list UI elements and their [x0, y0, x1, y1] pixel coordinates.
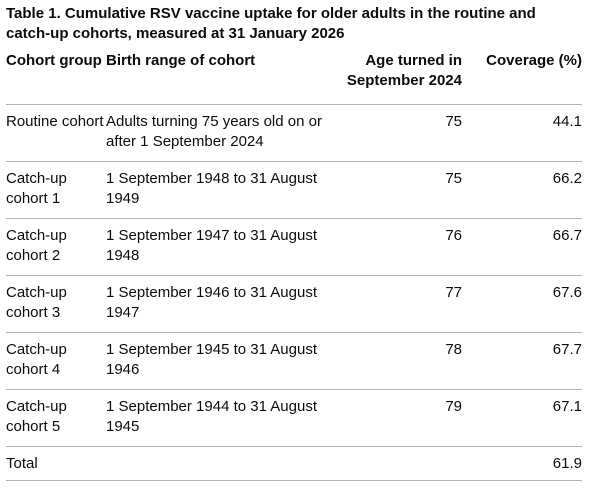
cell-birth-range: 1 September 1948 to 31 August 1949 — [106, 161, 346, 219]
header-birth-range: Birth range of cohort — [106, 50, 346, 105]
table-row: Catch-up cohort 1 1 September 1948 to 31… — [6, 161, 582, 219]
total-empty-cell — [346, 446, 486, 481]
cell-coverage: 67.7 — [486, 332, 582, 390]
cell-cohort: Catch-up cohort 2 — [6, 218, 106, 276]
total-empty-cell — [106, 446, 346, 481]
cell-coverage: 67.1 — [486, 389, 582, 447]
cell-age: 77 — [346, 275, 486, 333]
total-label: Total — [6, 446, 106, 481]
rsv-uptake-table: Cohort group Birth range of cohort Age t… — [6, 50, 582, 481]
cell-coverage: 67.6 — [486, 275, 582, 333]
cell-cohort: Catch-up cohort 4 — [6, 332, 106, 390]
cell-cohort: Catch-up cohort 3 — [6, 275, 106, 333]
cell-cohort: Catch-up cohort 5 — [6, 389, 106, 447]
cell-birth-range: 1 September 1947 to 31 August 1948 — [106, 218, 346, 276]
content: Table 1. Cumulative RSV vaccine uptake f… — [6, 5, 582, 481]
total-coverage: 61.9 — [486, 446, 582, 481]
cell-birth-range: 1 September 1944 to 31 August 1945 — [106, 389, 346, 447]
table-caption: Table 1. Cumulative RSV vaccine uptake f… — [6, 5, 536, 42]
total-row: Total 61.9 — [6, 446, 582, 481]
cell-birth-range: 1 September 1946 to 31 August 1947 — [106, 275, 346, 333]
cell-birth-range: Adults turning 75 years old on or after … — [106, 104, 346, 162]
cell-age: 75 — [346, 104, 486, 162]
table-row: Catch-up cohort 3 1 September 1946 to 31… — [6, 275, 582, 333]
cell-age: 76 — [346, 218, 486, 276]
header-cohort-group: Cohort group — [6, 50, 106, 105]
cell-age: 78 — [346, 332, 486, 390]
cell-birth-range: 1 September 1945 to 31 August 1946 — [106, 332, 346, 390]
table-row: Catch-up cohort 5 1 September 1944 to 31… — [6, 389, 582, 447]
cell-cohort: Routine cohort — [6, 104, 106, 162]
header-coverage: Coverage (%) — [486, 50, 582, 105]
table-row: Routine cohort Adults turning 75 years o… — [6, 104, 582, 162]
cell-age: 75 — [346, 161, 486, 219]
header-age-turned: Age turned in September 2024 — [346, 50, 486, 105]
table-row: Catch-up cohort 2 1 September 1947 to 31… — [6, 218, 582, 276]
table-row: Catch-up cohort 4 1 September 1945 to 31… — [6, 332, 582, 390]
header-row: Cohort group Birth range of cohort Age t… — [6, 50, 582, 105]
cell-cohort: Catch-up cohort 1 — [6, 161, 106, 219]
cell-coverage: 66.2 — [486, 161, 582, 219]
cell-coverage: 44.1 — [486, 104, 582, 162]
cell-coverage: 66.7 — [486, 218, 582, 276]
cell-age: 79 — [346, 389, 486, 447]
